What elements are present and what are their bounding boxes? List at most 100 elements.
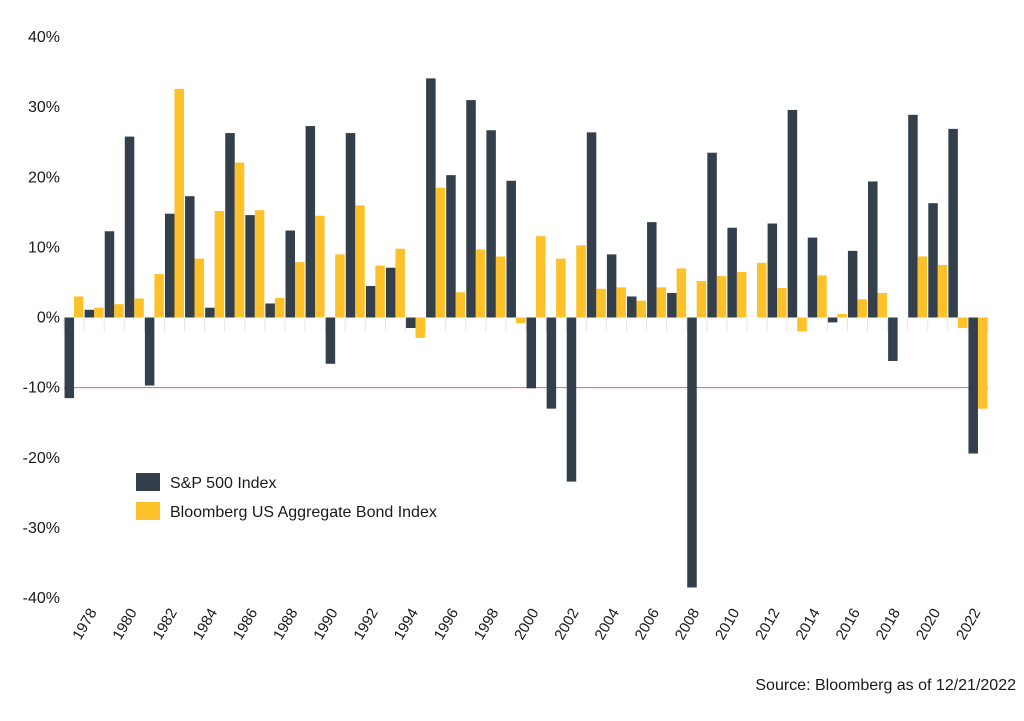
bar-bond-2015 xyxy=(837,313,847,318)
bar-bond-2009 xyxy=(716,276,727,318)
bar-bond-2013 xyxy=(797,317,807,332)
bar-sp500-1987 xyxy=(265,303,275,318)
bar-sp500-1996 xyxy=(446,175,456,318)
bar-sp500-2000 xyxy=(526,317,537,389)
bar-bond-1990 xyxy=(335,254,345,318)
x-tick-label: 1978 xyxy=(69,606,100,643)
x-tick-label: 2016 xyxy=(832,606,863,643)
bar-sp500-1993 xyxy=(385,267,396,318)
bar-bond-2014 xyxy=(817,275,827,318)
x-tick-label: 2004 xyxy=(591,606,622,643)
bar-bond-2011 xyxy=(757,262,767,318)
bar-bond-2008 xyxy=(696,281,707,318)
bar-bond-1988 xyxy=(295,262,305,318)
gridlines xyxy=(63,317,989,332)
bar-bond-1978 xyxy=(94,307,104,318)
bar-sp500-2014 xyxy=(807,237,818,318)
bar-bond-2005 xyxy=(636,300,646,318)
x-tick-label: 2022 xyxy=(953,606,984,643)
bar-sp500-1989 xyxy=(305,126,316,318)
bar-sp500-1997 xyxy=(466,100,476,318)
x-tick-label: 2006 xyxy=(632,606,663,643)
x-tick-label: 2008 xyxy=(672,606,703,643)
bar-bond-1985 xyxy=(234,162,245,318)
x-axis-ticks: 1978 1980 1982 1984 1986 1988 1990 1992 1994 1996… xyxy=(69,606,984,643)
y-tick-label: -40% xyxy=(23,590,60,607)
x-tick-label: 1984 xyxy=(190,606,221,643)
y-tick-label: 0% xyxy=(37,310,60,327)
x-tick-label: 1996 xyxy=(431,606,462,643)
bar-bond-1994 xyxy=(415,317,426,338)
bar-sp500-2013 xyxy=(787,109,798,318)
bar-sp500-2016 xyxy=(847,250,858,318)
bar-sp500-2003 xyxy=(586,132,597,318)
y-tick-label: 40% xyxy=(28,29,60,46)
bar-bond-1992 xyxy=(375,265,385,318)
bar-bond-1991 xyxy=(355,205,365,318)
bar-bond-2010 xyxy=(736,271,747,318)
x-tick-label: 2002 xyxy=(551,606,582,643)
y-tick-label: -10% xyxy=(23,380,60,397)
x-tick-label: 1986 xyxy=(230,606,261,643)
y-tick-label: -30% xyxy=(23,520,60,537)
bar-sp500-2022 xyxy=(968,317,978,454)
bar-bond-2017 xyxy=(877,292,888,318)
y-tick-label: 10% xyxy=(28,239,60,256)
bar-bond-2020 xyxy=(937,264,948,318)
bar-sp500-2008 xyxy=(687,317,697,588)
bar-sp500-2001 xyxy=(546,317,557,409)
bar-bond-2002 xyxy=(576,245,586,318)
legend-swatch-sp500 xyxy=(136,473,160,491)
bar-bond-2003 xyxy=(596,288,606,318)
bar-bond-2012 xyxy=(777,288,787,318)
y-tick-label: -20% xyxy=(23,450,60,467)
bar-bond-1987 xyxy=(274,297,285,318)
bar-sp500-1981 xyxy=(144,317,155,386)
bar-bond-2019 xyxy=(917,256,928,318)
bar-bond-1999 xyxy=(515,317,526,324)
bar-sp500-1979 xyxy=(104,231,115,318)
bar-bond-1979 xyxy=(114,304,124,318)
bar-bond-1986 xyxy=(254,210,265,318)
bar-sp500-1986 xyxy=(245,215,255,318)
bar-bond-2016 xyxy=(857,299,867,318)
bar-bond-2021 xyxy=(957,317,968,329)
bar-bond-1995 xyxy=(435,187,446,318)
legend: S&P 500 Index Bloomberg US Aggregate Bon… xyxy=(136,473,437,521)
bar-bond-2001 xyxy=(556,258,566,318)
x-tick-label: 1998 xyxy=(471,606,502,643)
legend-swatch-bond xyxy=(136,502,160,520)
bar-sp500-2007 xyxy=(667,292,677,318)
bar-sp500-1984 xyxy=(205,307,215,318)
bar-sp500-2021 xyxy=(948,128,958,318)
bar-bond-1977 xyxy=(74,296,84,318)
bar-sp500-1988 xyxy=(285,230,295,318)
bar-sp500-2018 xyxy=(888,317,898,361)
y-axis-ticks: 40% 30% 20% 10% 0% -10% -20% -30% -40% xyxy=(23,29,60,607)
bar-sp500-2004 xyxy=(606,254,617,318)
x-tick-label: 2012 xyxy=(752,606,783,643)
x-tick-label: 2000 xyxy=(511,606,542,643)
bar-bond-1996 xyxy=(455,292,466,318)
x-tick-label: 2014 xyxy=(792,606,823,643)
x-tick-label: 1988 xyxy=(270,606,301,643)
bar-bond-1989 xyxy=(315,215,325,318)
bar-sp500-2002 xyxy=(566,317,577,482)
bar-bond-1998 xyxy=(495,256,506,318)
bar-bond-1982 xyxy=(174,88,184,318)
bar-bond-1997 xyxy=(475,249,486,318)
bar-sp500-1985 xyxy=(225,133,235,318)
x-tick-label: 2020 xyxy=(913,606,944,643)
bar-sp500-1994 xyxy=(406,317,416,329)
x-tick-label: 1994 xyxy=(391,606,422,643)
bar-sp500-1990 xyxy=(325,317,336,364)
bar-sp500-1978 xyxy=(84,309,95,318)
bar-bond-1984 xyxy=(214,210,225,318)
bar-sp500-2005 xyxy=(626,296,637,318)
bar-bond-2022 xyxy=(977,317,988,409)
x-tick-label: 2010 xyxy=(712,606,743,643)
bar-bond-1993 xyxy=(395,248,405,318)
bar-sp500-1995 xyxy=(426,78,436,318)
x-tick-label: 1980 xyxy=(109,606,140,643)
